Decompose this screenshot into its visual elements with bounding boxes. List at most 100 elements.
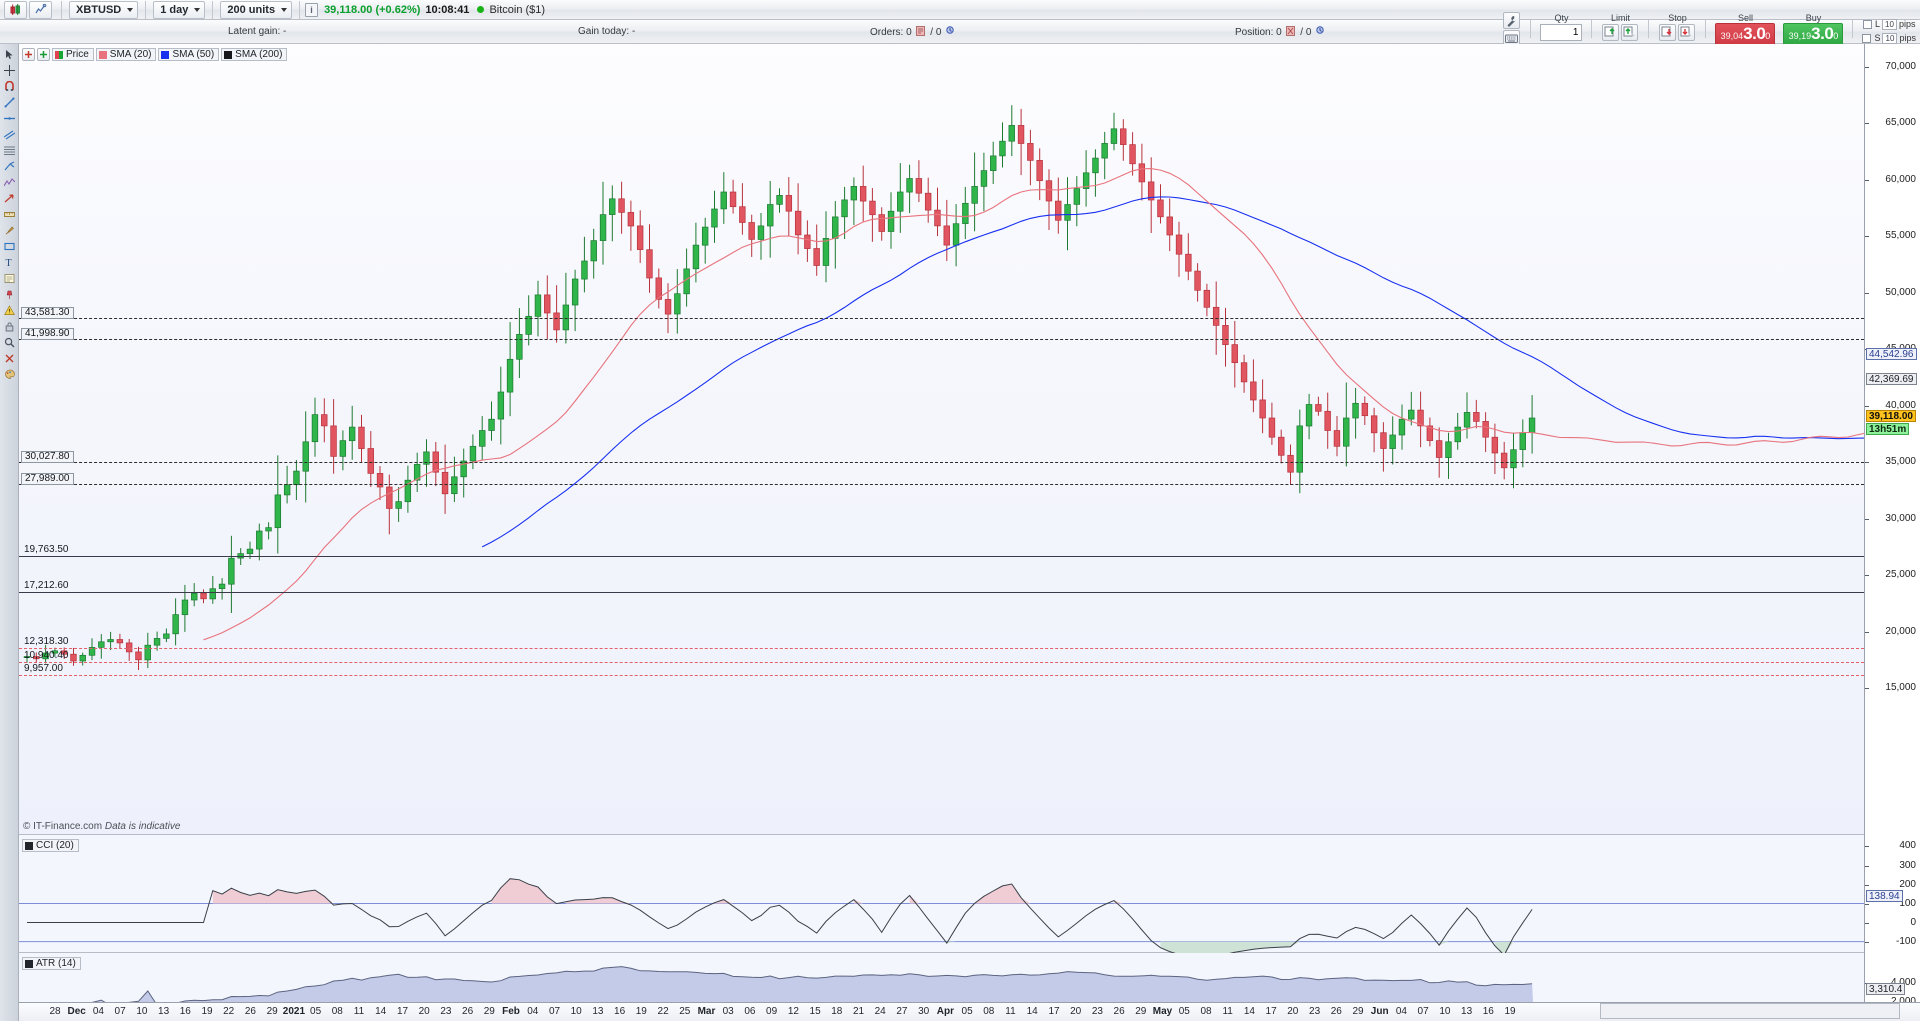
latent-gain-value: - [283, 26, 287, 37]
legend-label-price: Price [66, 49, 89, 60]
short-checkbox[interactable] [1862, 33, 1872, 43]
buy-button[interactable]: 39,19 3.0 0 [1783, 23, 1844, 45]
date-axis-tick: 13 [592, 1006, 604, 1017]
delete-icon[interactable] [0, 350, 19, 366]
pitchfork-icon[interactable] [0, 158, 19, 174]
price-level-label[interactable]: 12,318.30 [24, 636, 69, 647]
rectangle-icon[interactable] [0, 238, 19, 254]
limit-buy-icon[interactable] [1602, 24, 1620, 41]
price-axis-callout[interactable]: 44,542.96 [1866, 348, 1917, 361]
price-level-label[interactable]: 19,763.50 [24, 544, 69, 555]
qty-input[interactable] [1540, 24, 1583, 41]
price-level-label[interactable]: 30,027.80 [21, 451, 74, 463]
sell-button[interactable]: 39,04 3.0 0 [1715, 23, 1776, 45]
brush-icon[interactable] [0, 222, 19, 238]
date-axis[interactable]: 28 Dec 04 07 10 13 16 19 22 26 29 2021 05 08 11 14 17 20 2… [19, 1002, 1920, 1021]
legend-item-atr[interactable]: ATR (14) [22, 957, 81, 970]
orders-summary[interactable]: Orders: 0 / 0 [870, 25, 957, 38]
instrument-selector[interactable]: XBTUSD [69, 0, 139, 19]
magnify-icon[interactable] [0, 334, 19, 350]
palette-icon[interactable] [0, 366, 19, 382]
legend-item-sma50[interactable]: SMA (50) [158, 48, 220, 61]
date-axis-tick: 10 [570, 1006, 582, 1017]
cursor-icon[interactable] [0, 46, 19, 62]
price-axis-label: 15,000 [1885, 682, 1916, 694]
fibonacci-icon[interactable] [0, 142, 19, 158]
channel-icon[interactable] [0, 126, 19, 142]
magnet-icon[interactable] [0, 78, 19, 94]
note-icon[interactable] [0, 270, 19, 286]
timeframe-selector[interactable]: 1 day [153, 0, 206, 19]
stop-buy-icon[interactable] [1659, 24, 1677, 41]
horizontal-line-icon[interactable] [0, 110, 19, 126]
long-pips-input[interactable] [1881, 18, 1897, 30]
ruler-icon[interactable] [0, 206, 19, 222]
trendline-icon[interactable] [0, 94, 19, 110]
price-axis-callout[interactable]: 39,118.00 [1866, 409, 1916, 422]
cci-pane[interactable]: CCI (20) [19, 835, 1864, 953]
position-summary[interactable]: Position: 0 / 0 [1235, 25, 1327, 38]
horizontal-scrollbar[interactable] [1600, 1003, 1900, 1019]
qty-label: Qty [1554, 13, 1569, 23]
arrow-icon[interactable] [0, 190, 19, 206]
price-level-line[interactable] [19, 662, 1864, 663]
gain-today-label: Gain today: [578, 26, 630, 37]
ticket-tools [1498, 11, 1525, 47]
buy-column: Buy 39,19 3.0 0 [1779, 14, 1847, 45]
lock-icon[interactable] [0, 318, 19, 334]
chart-area[interactable]: 43,581.30 41,998.90 30,027.80 27,989.00 19,7… [19, 44, 1920, 1021]
price-axis-callout[interactable]: 42,369.69 [1866, 372, 1917, 385]
date-axis-tick: 19 [201, 1006, 213, 1017]
stop-sell-icon[interactable] [1678, 24, 1696, 41]
add-overlay-icon[interactable] [37, 48, 50, 61]
alert-icon[interactable] [0, 302, 19, 318]
text-icon[interactable]: T [0, 254, 19, 270]
atr-legend: ATR (14) [22, 957, 83, 970]
long-checkbox[interactable] [1862, 19, 1872, 29]
date-axis-tick: 17 [1265, 1006, 1277, 1017]
date-axis-tick: 29 [266, 1006, 278, 1017]
legend-item-sma20[interactable]: SMA (20) [95, 48, 157, 61]
units-selector[interactable]: 200 units [220, 0, 293, 19]
pending-order-icon [916, 25, 926, 36]
pin-icon[interactable] [0, 286, 19, 302]
price-level-label[interactable]: 41,998.90 [21, 328, 74, 340]
price-level-label[interactable]: 10,940.40 [24, 650, 69, 661]
price-level-label[interactable]: 43,581.30 [21, 307, 74, 319]
watermark-copyright: © IT-Finance.com [23, 821, 103, 832]
cci-axis-callout[interactable]: 138.94 [1866, 890, 1903, 903]
buy-price-big: 3.0 [1811, 24, 1834, 43]
timeframe-label: 1 day [160, 3, 189, 16]
limit-sell-icon[interactable] [1621, 24, 1639, 41]
price-level-label[interactable]: 9,957.00 [24, 663, 63, 674]
units-label: 200 units [227, 3, 276, 16]
elliott-wave-icon[interactable] [0, 174, 19, 190]
price-pane[interactable]: 43,581.30 41,998.90 30,027.80 27,989.00 19,7… [19, 44, 1864, 835]
price-level-line[interactable] [19, 592, 1864, 593]
price-axis-callout[interactable]: 13h51m [1866, 422, 1910, 435]
short-pips-input[interactable] [1882, 32, 1898, 44]
price-level-line[interactable] [19, 484, 1864, 485]
price-level-line[interactable] [19, 462, 1864, 463]
candlestick-icon[interactable] [4, 0, 27, 19]
info-icon[interactable]: i [305, 2, 319, 17]
legend-item-cci[interactable]: CCI (20) [22, 839, 79, 852]
price-axis[interactable]: 70,00065,00060,00055,00050,00045,00040,0… [1864, 44, 1920, 1021]
wrench-icon[interactable] [1503, 11, 1521, 29]
price-level-line[interactable] [19, 339, 1864, 340]
price-level-label[interactable]: 27,989.00 [21, 473, 74, 485]
price-level-line[interactable] [19, 648, 1864, 649]
crosshair-icon[interactable] [0, 62, 19, 78]
orders-value: 0 [906, 26, 912, 38]
price-level-line[interactable] [19, 675, 1864, 676]
long-label: L [1874, 19, 1880, 29]
price-level-line[interactable] [19, 318, 1864, 319]
legend-item-sma200[interactable]: SMA (200) [221, 48, 288, 61]
add-indicator-icon[interactable] [22, 48, 35, 61]
atr-axis-callout[interactable]: 3,310.4 [1866, 983, 1906, 996]
price-level-line[interactable] [19, 556, 1864, 557]
legend-item-price[interactable]: Price [52, 48, 94, 61]
price-level-label[interactable]: 17,212.60 [24, 580, 69, 591]
indicator-icon[interactable] [29, 0, 52, 19]
date-axis-tick: 14 [1026, 1006, 1038, 1017]
